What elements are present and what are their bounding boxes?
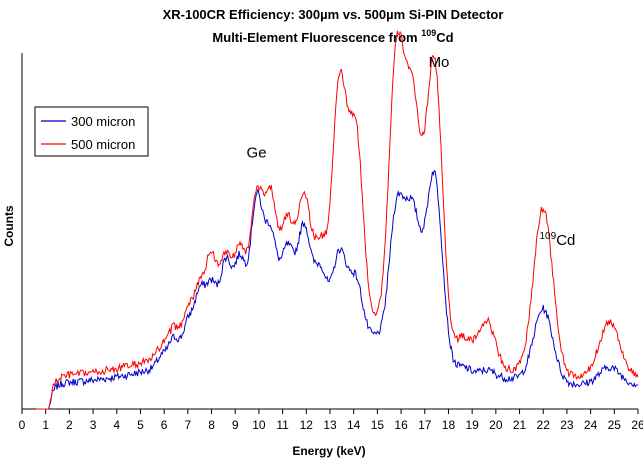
chart-subtitle-suffix: Cd xyxy=(436,30,453,45)
annotation-text: Cd xyxy=(556,232,575,249)
y-axis-label: Counts xyxy=(2,205,16,247)
x-tick-label: 2 xyxy=(66,418,73,432)
x-tick-label: 14 xyxy=(347,418,361,432)
series-line-500-micron xyxy=(36,30,639,410)
x-axis-label: Energy (keV) xyxy=(292,444,365,458)
x-tick-label: 13 xyxy=(323,418,337,432)
x-tick-label: 1 xyxy=(42,418,49,432)
x-tick-label: 10 xyxy=(252,418,266,432)
x-axis-ticks: 0 1 2 3 4 5 6 7 8 9 10 11 12 13 14 15 16 17 18 19 20 21 22 23 24… xyxy=(19,409,643,432)
annotation-sup: 109 xyxy=(540,231,557,242)
x-tick-label: 16 xyxy=(394,418,408,432)
x-tick-label: 5 xyxy=(137,418,144,432)
series-line-300-micron xyxy=(36,169,639,410)
chart-subtitle-prefix: Multi-Element Fluorescence from xyxy=(212,30,421,45)
annotation-label: 109Cd xyxy=(540,231,576,249)
legend-label-500-micron: 500 micron xyxy=(71,137,135,152)
x-tick-label: 8 xyxy=(208,418,215,432)
series-layer xyxy=(36,30,639,410)
annotation-label: Mo xyxy=(429,54,450,71)
legend-box xyxy=(34,106,149,157)
x-tick-label: 26 xyxy=(631,418,643,432)
x-tick-label: 0 xyxy=(19,418,26,432)
chart-subtitle: Multi-Element Fluorescence from 109Cd xyxy=(212,28,453,45)
x-tick-label: 22 xyxy=(537,418,551,432)
x-tick-label: 19 xyxy=(465,418,479,432)
x-tick-label: 25 xyxy=(608,418,622,432)
x-tick-label: 18 xyxy=(442,418,456,432)
x-tick-label: 24 xyxy=(584,418,598,432)
x-tick-label: 17 xyxy=(418,418,432,432)
x-tick-label: 3 xyxy=(90,418,97,432)
x-tick-label: 15 xyxy=(371,418,385,432)
x-tick-label: 7 xyxy=(185,418,192,432)
legend: 300 micron 500 micron xyxy=(34,106,149,157)
x-tick-label: 20 xyxy=(489,418,503,432)
annotation-label: Ge xyxy=(247,145,267,162)
chart-title: XR-100CR Efficiency: 300µm vs. 500µm Si-… xyxy=(163,7,504,22)
x-tick-label: 21 xyxy=(513,418,527,432)
annotations: Ge Mo 109Cd xyxy=(247,54,576,249)
x-tick-label: 6 xyxy=(161,418,168,432)
legend-label-300-micron: 300 micron xyxy=(71,114,135,129)
x-tick-label: 4 xyxy=(113,418,120,432)
x-tick-label: 23 xyxy=(560,418,574,432)
chart-subtitle-sup: 109 xyxy=(421,28,436,38)
x-tick-label: 12 xyxy=(300,418,314,432)
x-tick-label: 9 xyxy=(232,418,239,432)
x-tick-label: 11 xyxy=(276,418,289,432)
